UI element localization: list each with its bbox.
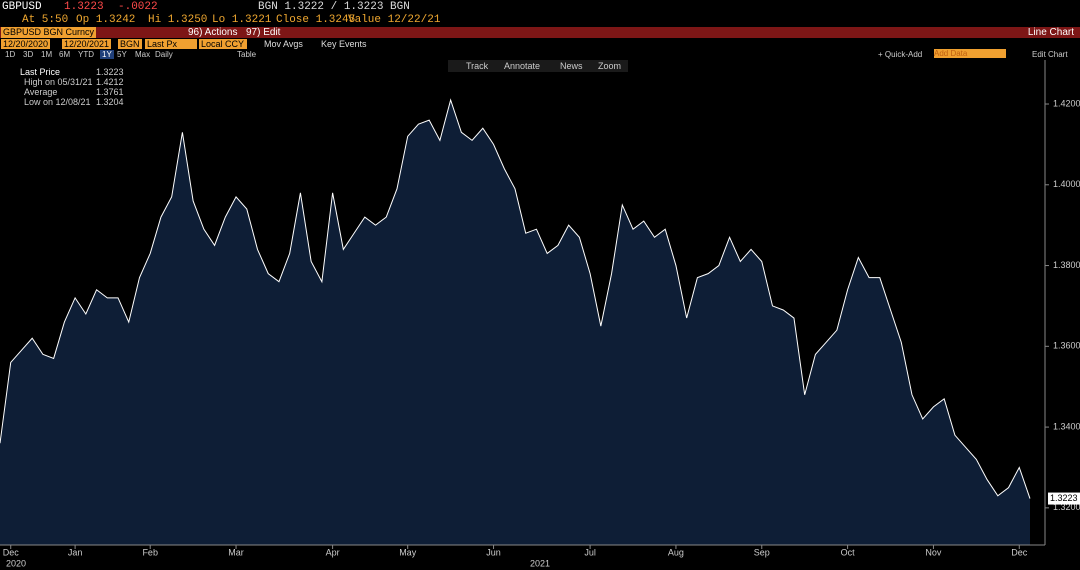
ticker: GBPUSD (2, 1, 42, 13)
x-tick-label: Oct (841, 547, 856, 557)
actions-menu[interactable]: 96) Actions (188, 27, 238, 38)
x-tick-label: Jan (68, 547, 83, 557)
period-button[interactable]: 3D (23, 50, 34, 59)
close: Close 1.3245 (276, 14, 356, 26)
x-tick-label: Nov (925, 547, 942, 557)
year-label: 2020 (6, 558, 26, 568)
x-tick-label: Dec (1011, 547, 1028, 557)
currency[interactable]: Local CCY (199, 39, 247, 49)
field[interactable]: Last Px (145, 39, 197, 49)
chart-tool[interactable]: News (560, 61, 583, 71)
line (0, 98, 1031, 499)
y-tick-label: 1.3400 (1053, 421, 1080, 431)
legend-label: Last Price (20, 67, 61, 77)
quote: BGN 1.3222 / 1.3223 BGN (258, 1, 410, 13)
x-tick-label: Feb (142, 547, 158, 557)
open: Op 1.3242 (76, 14, 136, 26)
low: Lo 1.3221 (212, 14, 272, 26)
quick-add[interactable]: + Quick-Add (878, 50, 923, 59)
chart-tools: Track Annotate News Zoom (448, 60, 628, 72)
frequency[interactable]: Daily (155, 50, 173, 59)
area (0, 99, 1030, 545)
period-button[interactable]: 1M (41, 50, 53, 59)
y-tick-label: 1.4000 (1053, 179, 1080, 189)
at: At 5:50 (22, 14, 69, 26)
y-tick-label: 1.3800 (1053, 260, 1080, 270)
security[interactable]: GBPUSD BGN Curncy (1, 27, 97, 38)
legend-label: Average (24, 87, 58, 97)
x-tick-label: Apr (326, 547, 340, 557)
period-button[interactable]: Max (135, 50, 151, 59)
view-name: Line Chart (1027, 27, 1074, 38)
mov-avgs[interactable]: Mov Avgs (264, 39, 303, 49)
last-price-tag (1048, 492, 1080, 505)
period-button[interactable]: 6M (59, 50, 71, 59)
change: -.0022 (118, 1, 158, 13)
period-button[interactable]: 1Y (100, 50, 114, 59)
edit-menu[interactable]: 97) Edit (246, 27, 281, 38)
legend-value: 1.3223 (96, 67, 124, 77)
high: Hi 1.3250 (148, 14, 208, 26)
key-events[interactable]: Key Events (321, 39, 367, 49)
period-button[interactable]: 1D (5, 50, 16, 59)
table-button[interactable]: Table (237, 50, 257, 59)
legend-label: High on 05/31/21 (24, 77, 93, 87)
x-tick-label: Aug (668, 547, 684, 557)
x-tick-label: Jun (486, 547, 501, 557)
last-price-label: 1.3223 (1050, 493, 1078, 503)
period-button[interactable]: 5Y (117, 50, 127, 59)
legend-value: 1.3204 (96, 97, 124, 107)
y-tick-label: 1.3200 (1053, 502, 1080, 512)
y-tick-label: 1.3600 (1053, 341, 1080, 351)
toolbar (0, 27, 1080, 38)
x-tick-label: May (399, 547, 417, 557)
y-tick-label: 1.4200 (1053, 98, 1080, 108)
x-tick-label: Mar (228, 547, 244, 557)
chart-tool[interactable]: Zoom (598, 61, 622, 71)
chart-tool[interactable]: Track (466, 61, 489, 71)
legend: Last Price 1.3223 High on 05/31/21 1.4212 Av… (4, 66, 124, 110)
value-date: Value 12/22/21 (348, 14, 441, 26)
x-tick-label: Jul (584, 547, 596, 557)
x-tick-label: Sep (754, 547, 770, 557)
end-date[interactable]: 12/20/2021 (62, 39, 112, 49)
legend-value: 1.4212 (96, 77, 124, 87)
period-button[interactable]: YTD (78, 50, 94, 59)
add-data[interactable]: Add Data (934, 49, 1006, 58)
legend-label: Low on 12/08/21 (24, 97, 91, 107)
legend-value: 1.3761 (96, 87, 124, 97)
edit-chart[interactable]: Edit Chart (1032, 50, 1068, 59)
start-date[interactable]: 12/20/2020 (1, 39, 51, 49)
last: 1.3223 (64, 1, 104, 13)
source[interactable]: BGN (118, 39, 142, 49)
x-tick-label: Dec (3, 547, 20, 557)
year-label: 2021 (530, 558, 550, 568)
chart-tool[interactable]: Annotate (504, 61, 541, 71)
